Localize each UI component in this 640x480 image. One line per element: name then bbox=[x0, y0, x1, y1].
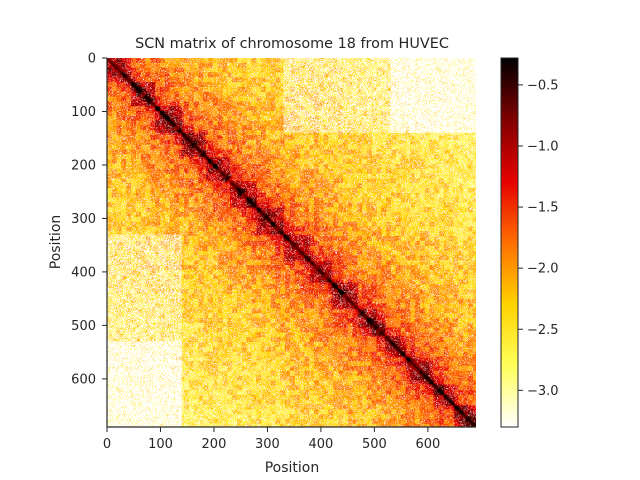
heatmap-axes bbox=[106, 58, 476, 428]
heatmap-image bbox=[107, 58, 476, 427]
colorbar-gradient bbox=[500, 57, 519, 428]
colorbar-tick-label: −2.0 bbox=[527, 262, 559, 277]
x-axis-label: Position bbox=[265, 460, 320, 476]
x-tick-label: 500 bbox=[362, 437, 387, 452]
x-tick-label: 0 bbox=[103, 437, 111, 452]
x-tick-label: 100 bbox=[148, 437, 173, 452]
y-tick-label: 600 bbox=[71, 372, 96, 387]
colorbar-tick-label: −1.0 bbox=[527, 139, 559, 154]
y-tick-label: 100 bbox=[71, 105, 96, 120]
colorbar-tick-label: −2.5 bbox=[527, 323, 559, 338]
y-tick-label: 200 bbox=[71, 158, 96, 173]
y-tick-label: 400 bbox=[71, 265, 96, 280]
colorbar-tick-label: −0.5 bbox=[527, 78, 559, 93]
colorbar-tick-label: −1.5 bbox=[527, 201, 559, 216]
y-axis-ticks: 0 100 200 300 400 500 600 bbox=[71, 52, 107, 387]
chart-title: SCN matrix of chromosome 18 from HUVEC bbox=[135, 36, 449, 52]
x-tick-label: 300 bbox=[255, 437, 280, 452]
heatmap bbox=[107, 58, 476, 427]
x-tick-label: 400 bbox=[308, 437, 333, 452]
colorbar-ticks: −0.5 −1.0 −1.5 −2.0 −2.5 −3.0 bbox=[518, 78, 559, 399]
y-tick-label: 0 bbox=[88, 52, 96, 67]
colorbar-tick-label: −3.0 bbox=[527, 384, 559, 399]
x-tick-label: 200 bbox=[202, 437, 227, 452]
y-tick-label: 500 bbox=[71, 319, 96, 334]
colorbar: −0.5 −1.0 −1.5 −2.0 −2.5 −3.0 bbox=[500, 57, 559, 428]
x-tick-label: 600 bbox=[415, 437, 440, 452]
y-axis-label: Position bbox=[48, 215, 64, 270]
x-axis-ticks: 0 100 200 300 400 500 600 bbox=[103, 427, 440, 452]
y-tick-label: 300 bbox=[71, 212, 96, 227]
